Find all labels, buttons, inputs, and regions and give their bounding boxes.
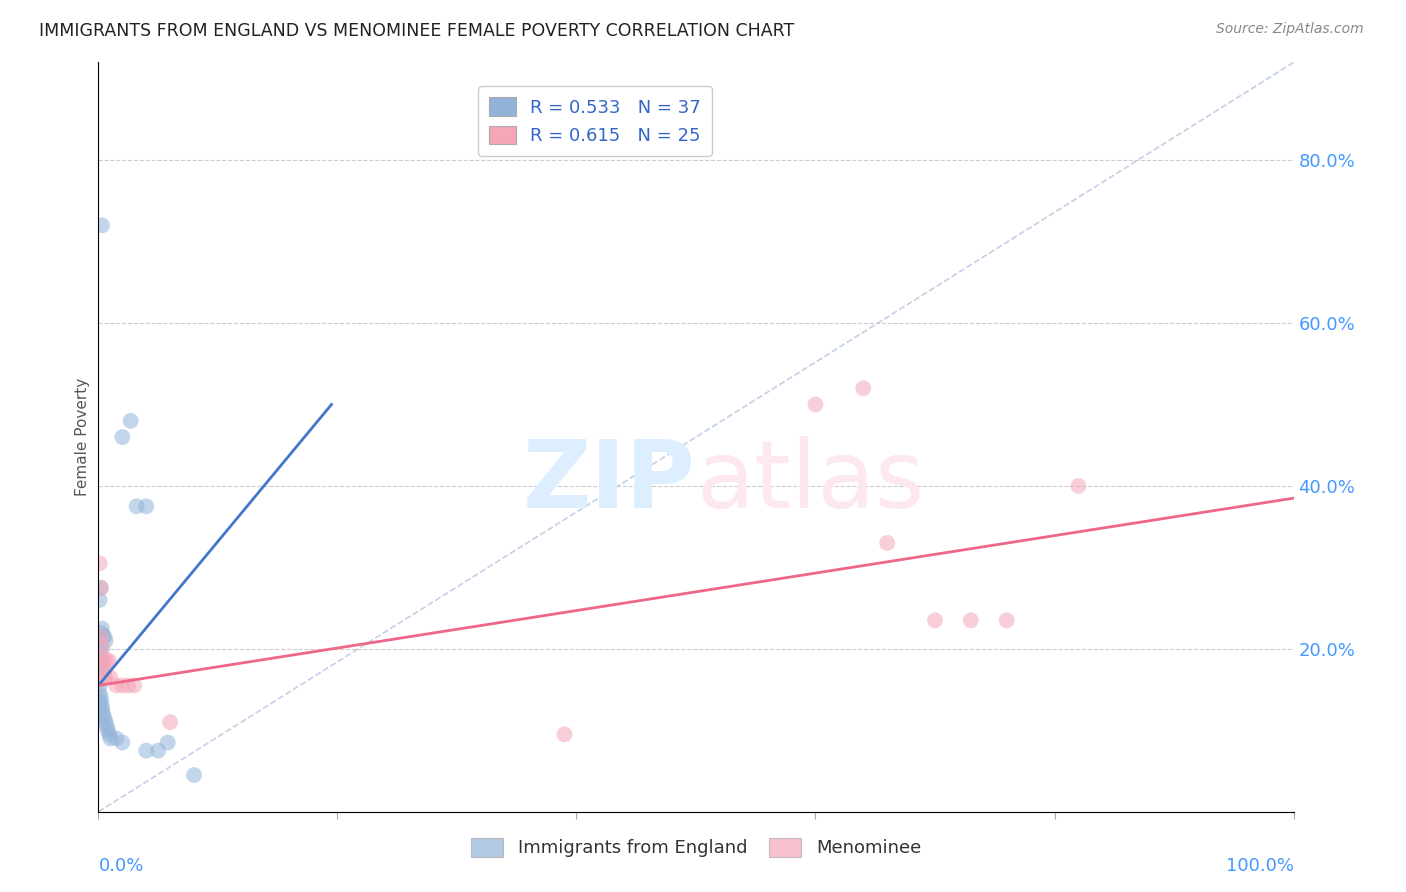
Point bbox=[148, 744, 170, 758]
Point bbox=[96, 719, 118, 733]
Point bbox=[125, 500, 148, 514]
Point bbox=[159, 715, 181, 730]
Point bbox=[93, 630, 115, 644]
Point bbox=[93, 662, 115, 676]
Point bbox=[94, 715, 117, 730]
Point bbox=[111, 735, 134, 749]
Point bbox=[90, 690, 112, 705]
Point bbox=[91, 622, 114, 636]
Point bbox=[91, 698, 114, 713]
Point bbox=[852, 381, 875, 395]
Point bbox=[89, 557, 111, 571]
Point bbox=[93, 711, 115, 725]
Point bbox=[1067, 479, 1090, 493]
Point bbox=[90, 695, 112, 709]
Point bbox=[91, 703, 114, 717]
Point bbox=[876, 536, 898, 550]
Legend: Immigrants from England, Menominee: Immigrants from England, Menominee bbox=[461, 829, 931, 866]
Point bbox=[924, 613, 946, 627]
Point bbox=[91, 630, 114, 644]
Text: 0.0%: 0.0% bbox=[98, 856, 143, 875]
Y-axis label: Female Poverty: Female Poverty bbox=[75, 378, 90, 496]
Point bbox=[93, 670, 115, 684]
Point bbox=[105, 678, 128, 692]
Point bbox=[91, 638, 114, 652]
Point bbox=[98, 670, 122, 684]
Text: Source: ZipAtlas.com: Source: ZipAtlas.com bbox=[1216, 22, 1364, 37]
Point bbox=[89, 654, 111, 668]
Point bbox=[90, 662, 112, 676]
Point bbox=[111, 678, 134, 692]
Point bbox=[120, 414, 142, 428]
Point bbox=[91, 654, 114, 668]
Point bbox=[105, 731, 128, 746]
Point bbox=[97, 723, 120, 738]
Text: atlas: atlas bbox=[696, 436, 924, 528]
Point bbox=[90, 581, 112, 595]
Point bbox=[960, 613, 983, 627]
Point bbox=[554, 727, 576, 741]
Point bbox=[89, 646, 111, 660]
Point bbox=[90, 581, 112, 595]
Point bbox=[89, 678, 111, 692]
Point bbox=[111, 430, 134, 444]
Point bbox=[135, 500, 157, 514]
Point bbox=[98, 731, 122, 746]
Point bbox=[98, 654, 121, 668]
Point bbox=[124, 678, 146, 692]
Point bbox=[804, 397, 827, 411]
Point bbox=[995, 613, 1018, 627]
Point bbox=[90, 630, 112, 644]
Point bbox=[117, 678, 139, 692]
Point bbox=[91, 650, 114, 665]
Text: ZIP: ZIP bbox=[523, 436, 696, 528]
Point bbox=[90, 654, 112, 668]
Point bbox=[89, 687, 111, 701]
Text: 100.0%: 100.0% bbox=[1226, 856, 1294, 875]
Point bbox=[98, 727, 121, 741]
Text: IMMIGRANTS FROM ENGLAND VS MENOMINEE FEMALE POVERTY CORRELATION CHART: IMMIGRANTS FROM ENGLAND VS MENOMINEE FEM… bbox=[39, 22, 794, 40]
Point bbox=[96, 654, 118, 668]
Point bbox=[91, 706, 114, 721]
Point bbox=[183, 768, 205, 782]
Point bbox=[90, 625, 112, 640]
Point bbox=[91, 219, 114, 233]
Point bbox=[94, 670, 117, 684]
Point bbox=[89, 593, 111, 607]
Point bbox=[91, 662, 114, 676]
Point bbox=[135, 744, 157, 758]
Point bbox=[91, 641, 114, 656]
Point bbox=[156, 735, 179, 749]
Point bbox=[94, 633, 117, 648]
